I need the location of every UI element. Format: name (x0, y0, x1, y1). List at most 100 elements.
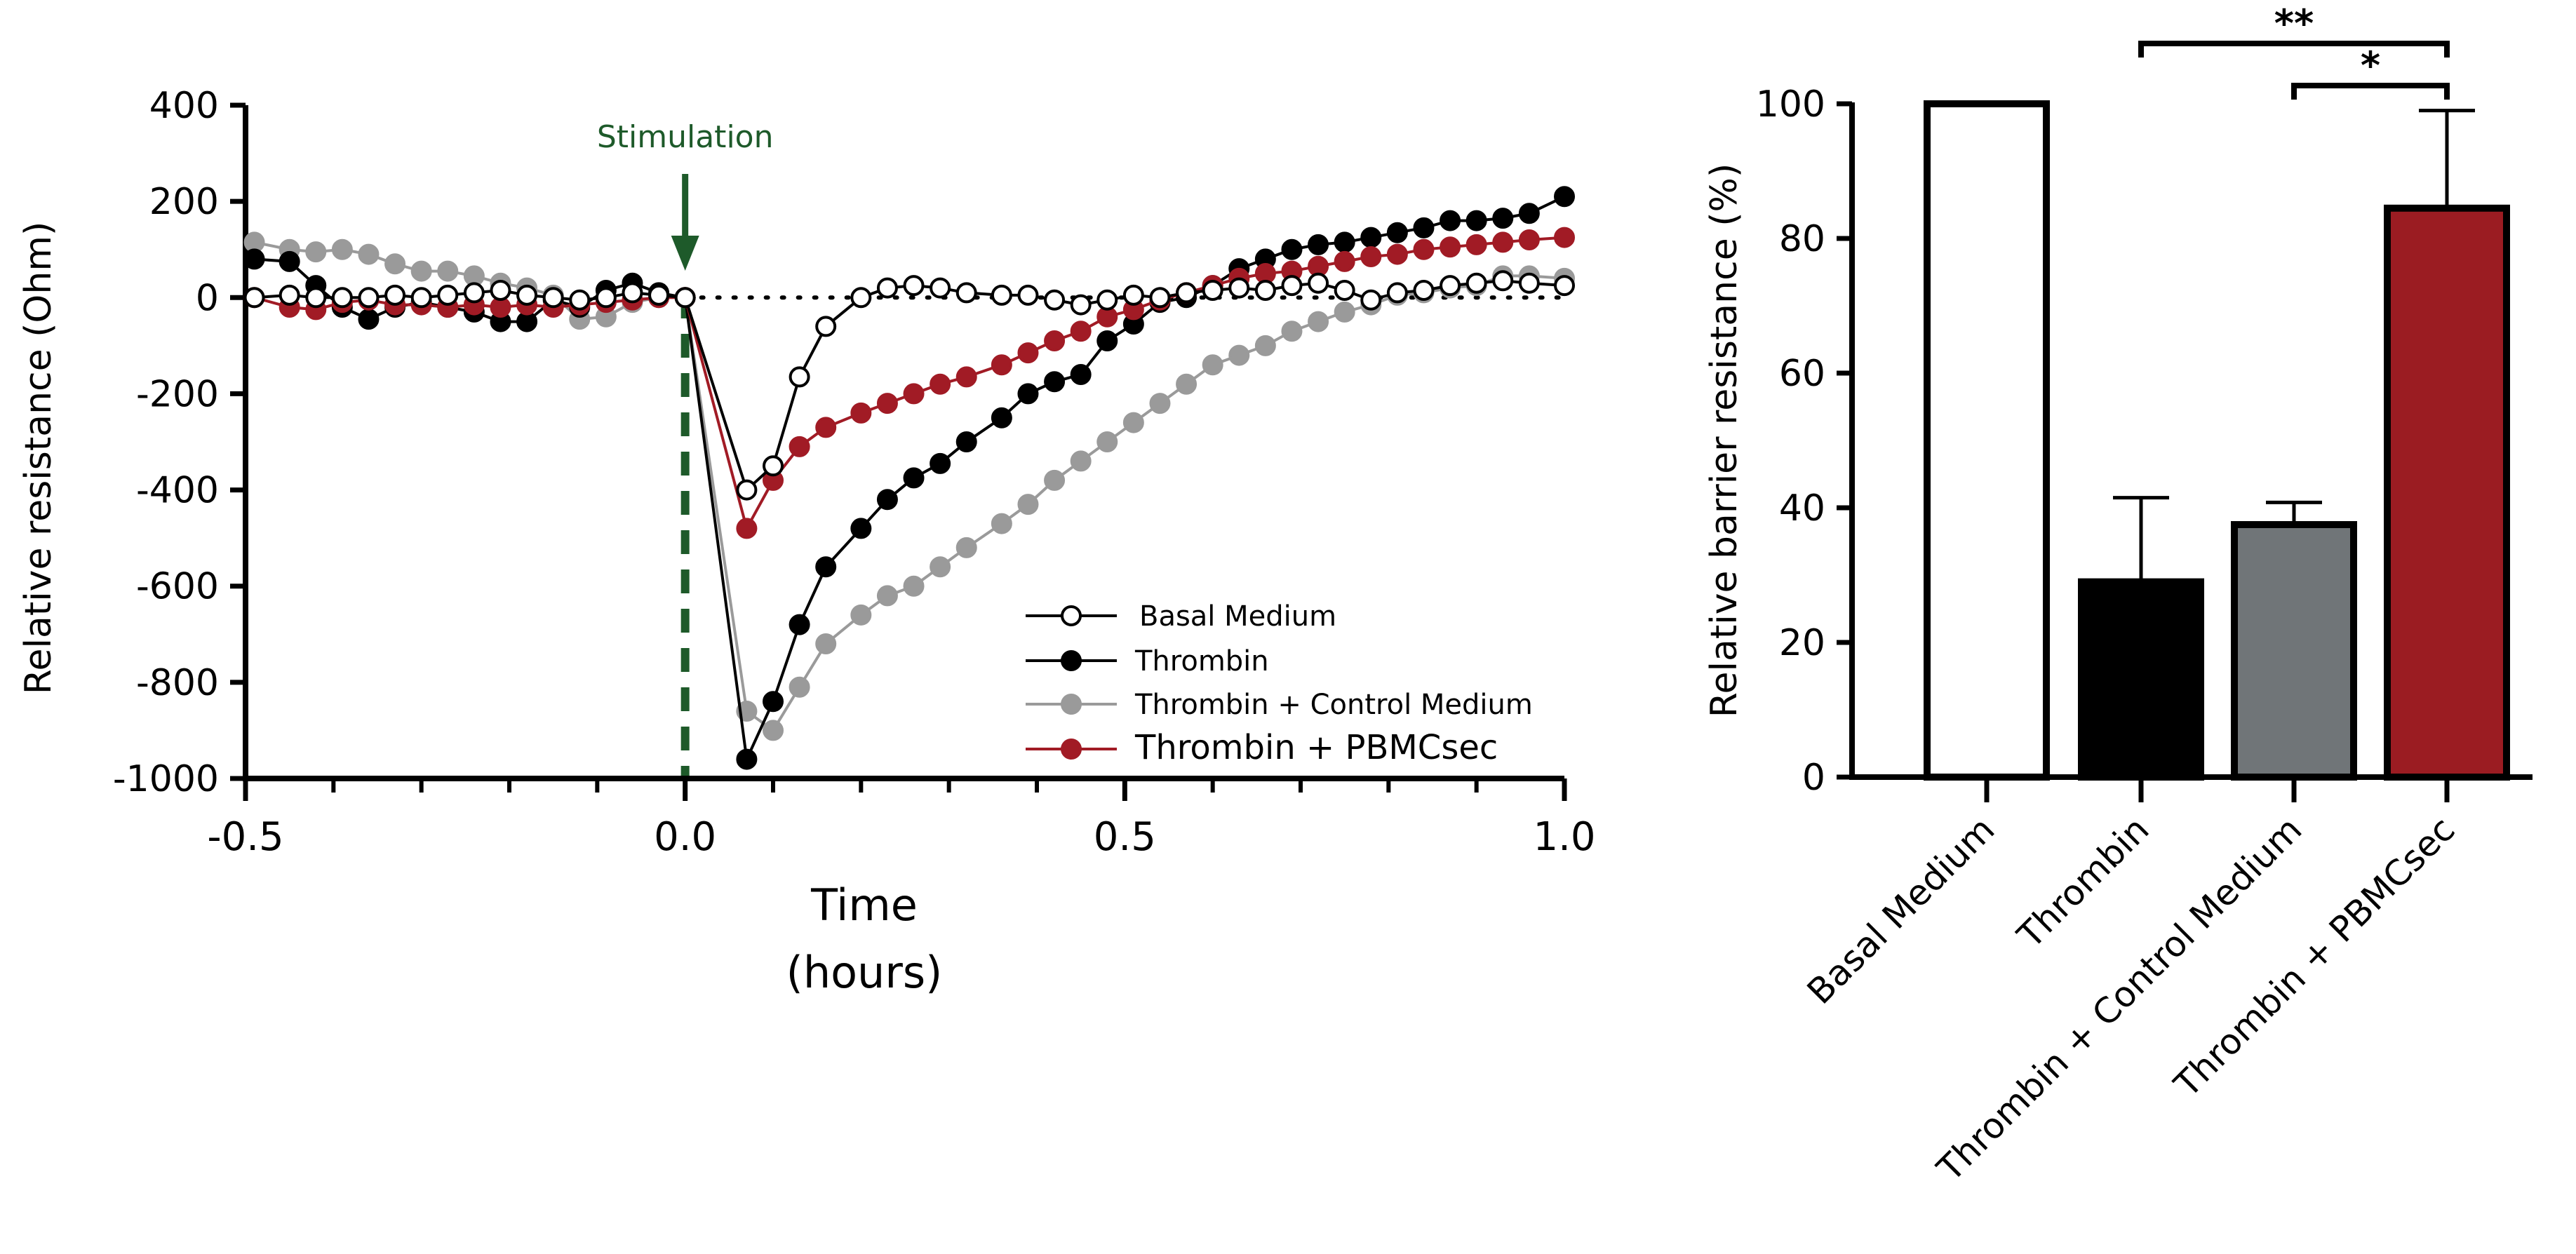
data-point (305, 241, 327, 263)
data-point (1518, 272, 1540, 294)
data-point (850, 604, 872, 626)
data-point (763, 691, 784, 713)
bar (2384, 204, 2510, 781)
bar-y-tick-label: 80 (1779, 218, 1825, 260)
y-tick-label: 400 (149, 85, 219, 127)
line-chart: 400 200 0 -200 -400 -600 -800 -1000 -0.5 0.0 0.5 1.… (18, 85, 1596, 998)
legend-marker (1061, 739, 1082, 760)
legend-marker (1061, 650, 1082, 671)
data-point (991, 354, 1012, 376)
data-point (1122, 412, 1144, 433)
y-axis-label: Relative resistance (Ohm) (18, 222, 60, 695)
data-point (850, 287, 872, 309)
data-point (1176, 282, 1198, 304)
stimulation-arrow-head (671, 236, 699, 271)
data-point (1413, 238, 1435, 260)
significance-bracket (2138, 41, 2450, 58)
data-point (305, 287, 327, 309)
x-tick-label: 1.0 (1533, 814, 1595, 860)
data-point (490, 280, 511, 301)
legend-marker (1061, 605, 1082, 626)
y-tick-label: -400 (136, 470, 219, 512)
legend-label: Thrombin + Control Medium (1134, 689, 1533, 721)
data-point (903, 275, 925, 297)
data-point (1070, 294, 1092, 316)
significance-label: * (2361, 43, 2380, 88)
data-point (763, 455, 784, 477)
data-point (1465, 234, 1487, 255)
data-point (410, 260, 432, 282)
data-point (1096, 289, 1118, 311)
data-point (789, 436, 810, 457)
data-point (542, 287, 564, 309)
data-point (1492, 231, 1514, 253)
data-point (876, 489, 898, 511)
data-point (815, 417, 837, 438)
data-point (1440, 236, 1461, 258)
bar (2078, 578, 2204, 781)
data-point (991, 407, 1012, 429)
data-point (991, 513, 1012, 534)
legend: Basal Medium Thrombin Thrombin + Control M… (1026, 600, 1533, 767)
data-point (1281, 238, 1303, 260)
x-tick-label: 0.0 (654, 814, 716, 860)
data-point (815, 633, 837, 654)
data-point (569, 289, 591, 311)
data-point (410, 287, 432, 309)
data-point (1554, 275, 1575, 297)
data-point (1360, 227, 1382, 248)
data-point (1334, 280, 1355, 301)
data-point (1096, 330, 1118, 351)
data-point (279, 284, 300, 306)
data-point (622, 282, 643, 304)
data-point (1228, 344, 1250, 366)
y-tick-label: 200 (149, 181, 219, 223)
data-point (903, 383, 925, 405)
data-point (1518, 229, 1540, 250)
data-point (850, 518, 872, 539)
data-point (763, 720, 784, 741)
data-point (1044, 371, 1066, 393)
data-point (674, 287, 696, 309)
data-point (1228, 277, 1250, 299)
data-point (736, 518, 758, 539)
data-point (1044, 330, 1066, 351)
data-point (1386, 282, 1408, 304)
significance-bracket (2291, 83, 2450, 100)
bar-y-tick-label: 0 (1802, 757, 1825, 799)
y-tick-label: 0 (196, 277, 219, 319)
data-point (736, 748, 758, 770)
data-point (876, 393, 898, 414)
data-point (1017, 284, 1039, 306)
data-point (243, 287, 265, 309)
series-basal-medium (243, 270, 1575, 501)
series-thrombin-control-medium (243, 231, 1575, 741)
data-point (1386, 243, 1408, 265)
data-point (1044, 469, 1066, 491)
data-point (1465, 210, 1487, 231)
bar (1924, 100, 2050, 781)
bar (2231, 521, 2357, 781)
data-point (331, 238, 353, 260)
data-point (736, 479, 758, 501)
data-point (595, 287, 617, 309)
data-point (516, 284, 538, 306)
y-tick-label: -800 (136, 662, 219, 704)
legend-label: Thrombin (1134, 645, 1269, 677)
data-point (437, 284, 459, 306)
data-point (1492, 208, 1514, 229)
data-point (789, 366, 810, 388)
data-point (1440, 275, 1461, 297)
data-point (1149, 287, 1171, 309)
data-point (648, 284, 670, 306)
legend-label: Thrombin + PBMCsec (1134, 728, 1498, 767)
data-point (1360, 246, 1382, 267)
data-point (815, 556, 837, 578)
data-point (358, 287, 380, 309)
x-tick-label: 0.5 (1094, 814, 1156, 860)
data-point (1122, 284, 1144, 306)
data-point (1017, 342, 1039, 364)
data-point (1334, 231, 1355, 253)
data-point (1044, 289, 1066, 311)
